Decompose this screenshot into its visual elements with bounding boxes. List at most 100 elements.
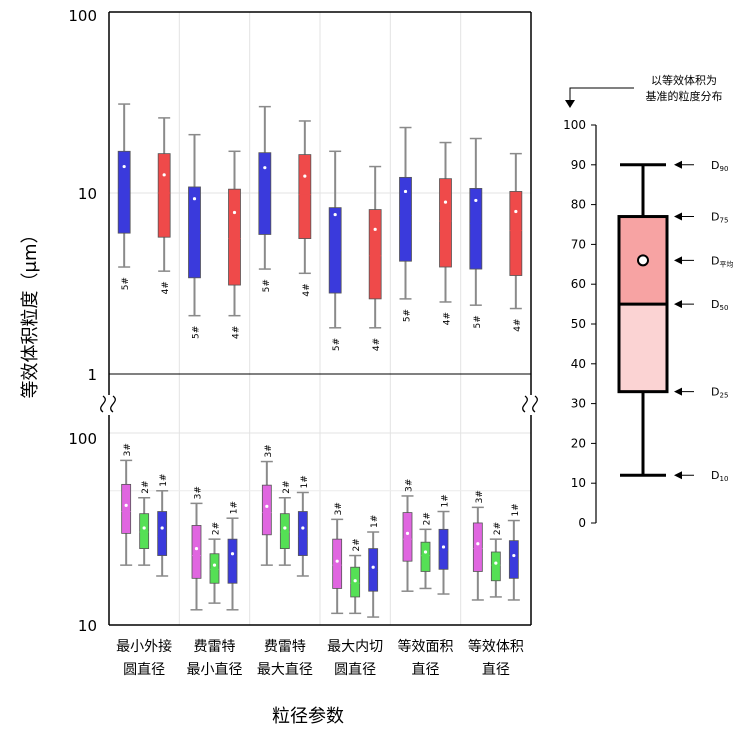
box-series-4# bbox=[157, 153, 171, 238]
category-label-line1: 最大内切 bbox=[327, 639, 383, 655]
legend-axis-tick-label: 40 bbox=[571, 357, 586, 371]
box-mean-dot bbox=[162, 173, 166, 177]
series-label: 3# bbox=[264, 444, 274, 457]
category-label-line2: 最小直径 bbox=[187, 661, 243, 678]
box-series-5# bbox=[188, 186, 201, 279]
box-mean-dot bbox=[474, 198, 478, 203]
legend-d-label-main: D bbox=[711, 254, 719, 267]
box-series-2# bbox=[490, 551, 501, 582]
series-label: 4# bbox=[161, 281, 171, 294]
legend-d-label: D50 bbox=[711, 298, 728, 312]
legend-pointer-arrowhead bbox=[674, 471, 682, 480]
y-axis-title: 等效体积粒度（μm） bbox=[20, 226, 41, 399]
series-label: 1# bbox=[230, 501, 240, 514]
box-mean-dot bbox=[192, 197, 197, 201]
series-label: 5# bbox=[473, 315, 483, 328]
box-series-4# bbox=[368, 209, 382, 300]
box-series-4# bbox=[439, 178, 452, 268]
box-series-1# bbox=[157, 511, 168, 556]
legend-d-label-main: D bbox=[711, 386, 719, 399]
legend-layer: 以等效体积为基准的粒度分布0102030405060708090100D90D7… bbox=[563, 73, 733, 530]
box-mean-dot bbox=[403, 189, 408, 194]
series-label: 5# bbox=[403, 309, 413, 322]
box-mean-dot bbox=[283, 526, 287, 530]
box-mean-dot bbox=[301, 526, 305, 530]
category-label-line2: 直径 bbox=[482, 661, 510, 678]
legend-d-label-main: D bbox=[711, 159, 719, 172]
legend-pointer-arrowhead bbox=[674, 212, 682, 221]
box-series-3# bbox=[261, 484, 272, 536]
legend-axis-tick-label: 70 bbox=[571, 237, 586, 251]
series-label: 5# bbox=[121, 277, 131, 290]
box-mean-dot bbox=[423, 550, 428, 554]
y-tick-label: 10 bbox=[78, 185, 97, 203]
box-series-5# bbox=[117, 150, 131, 234]
box-mean-dot bbox=[333, 212, 337, 217]
box-series-2# bbox=[209, 553, 220, 584]
legend-note-arrow bbox=[569, 87, 634, 102]
x-axis-title: 粒径参数 bbox=[272, 706, 344, 727]
series-label: 1# bbox=[159, 474, 169, 487]
box-series-1# bbox=[227, 538, 238, 584]
box-mean-dot bbox=[443, 200, 448, 204]
category-label-line1: 等效面积 bbox=[398, 638, 454, 655]
series-label: 1# bbox=[370, 515, 380, 528]
box-series-1# bbox=[438, 528, 449, 570]
box-series-5# bbox=[258, 152, 272, 235]
box-series-5# bbox=[399, 176, 412, 262]
box-mean-dot bbox=[265, 504, 269, 508]
legend-pointer-arrowhead bbox=[674, 387, 682, 396]
series-label: 3# bbox=[123, 443, 133, 456]
box-mean-dot bbox=[371, 565, 375, 569]
legend-d-label-main: D bbox=[711, 211, 719, 224]
category-label-line2: 直径 bbox=[412, 661, 440, 678]
box-series-5# bbox=[469, 188, 483, 270]
legend-d-label-sub: 75 bbox=[719, 217, 728, 225]
box-mean-dot bbox=[494, 561, 498, 565]
box-series-4# bbox=[298, 154, 312, 239]
box-mean-dot bbox=[160, 526, 164, 530]
category-label-line1: 费雷特 bbox=[264, 639, 306, 655]
legend-axis-tick-label: 60 bbox=[571, 277, 586, 291]
series-label: 4# bbox=[232, 326, 242, 339]
box-mean-dot bbox=[194, 546, 199, 551]
box-mean-dot bbox=[512, 553, 516, 558]
category-label-line2: 最大直径 bbox=[257, 661, 313, 678]
series-label: 4# bbox=[302, 283, 312, 296]
box-mean-dot bbox=[263, 166, 267, 170]
category-label-line1: 费雷特 bbox=[194, 639, 236, 655]
legend-note-line2: 基准的粒度分布 bbox=[646, 89, 723, 103]
box-series-3# bbox=[472, 522, 483, 572]
box-mean-dot bbox=[122, 164, 126, 169]
box-mean-dot bbox=[124, 503, 128, 507]
legend-pointer-arrowhead bbox=[674, 300, 682, 309]
legend-d-label-main: D bbox=[711, 298, 719, 311]
series-label: 3# bbox=[475, 490, 485, 503]
series-label: 2# bbox=[423, 512, 433, 525]
box-series-3# bbox=[191, 525, 202, 579]
legend-pointer-arrowhead bbox=[674, 160, 682, 169]
box-mean-dot bbox=[212, 563, 217, 567]
box-mean-dot bbox=[405, 531, 410, 535]
y-tick-label: 100 bbox=[68, 7, 97, 25]
box-mean-dot bbox=[514, 209, 518, 214]
box-mean-dot bbox=[335, 559, 339, 563]
box-mean-dot bbox=[232, 210, 237, 215]
box-mean-dot bbox=[303, 174, 307, 178]
axis-break-mark bbox=[110, 395, 116, 413]
series-label: 5# bbox=[262, 279, 272, 292]
series-label: 2# bbox=[282, 480, 292, 493]
legend-axis-tick-label: 0 bbox=[578, 516, 586, 530]
series-label: 3# bbox=[194, 486, 204, 499]
box-series-2# bbox=[139, 513, 150, 549]
legend-d-label: D10 bbox=[711, 469, 728, 483]
box-mean-dot bbox=[373, 227, 377, 231]
series-label: 1# bbox=[511, 503, 521, 516]
legend-mean-marker bbox=[637, 254, 649, 267]
box-series-3# bbox=[121, 483, 132, 534]
legend-axis-tick-label: 20 bbox=[571, 436, 586, 450]
axis-break-mark bbox=[522, 395, 528, 413]
series-label: 4# bbox=[443, 312, 453, 325]
